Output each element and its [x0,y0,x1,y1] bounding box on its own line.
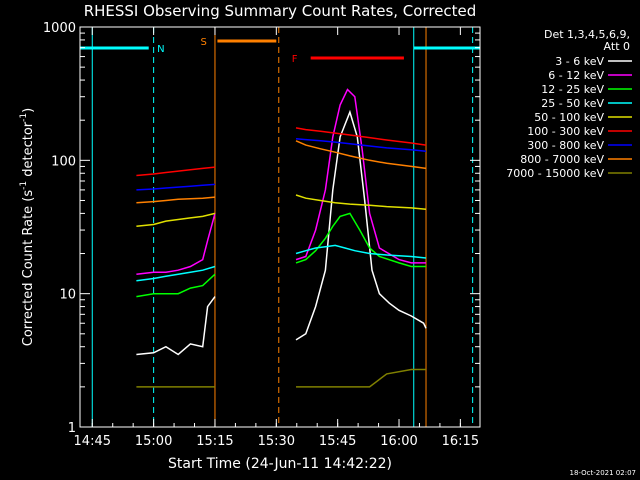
legend-label-12-25-keV: 12 - 25 keV [541,83,604,96]
y-axis-label-end: ) [21,108,36,113]
flag-label-S: S [201,37,207,48]
series-line-3-6-keV-0 [136,296,216,356]
series-line-6-12-keV-1 [295,88,426,264]
series-line-50-100-keV-0 [136,212,216,228]
series-line-12-25-keV-1 [295,212,426,268]
series-line-7000-15000-keV-1 [296,368,426,388]
series-line-25-50-keV-1 [295,244,427,259]
series-line-3-6-keV-1 [295,109,427,341]
series-line-100-300-keV-1 [295,127,427,146]
y-axis-label-exp1: -1 [19,181,29,190]
x-tick-label-5: 16:00 [380,434,417,449]
x-tick-label-0: 14:45 [74,434,111,449]
series-line-800-7000-keV-1 [295,140,427,170]
y-tick-label-1: 10 [59,288,76,303]
y-axis-label-exp2: -1 [19,113,29,122]
x-tick-label-4: 15:45 [319,434,356,449]
plot-area: N S F [80,27,480,427]
x-tick-label-6: 16:15 [442,434,479,449]
x-axis-label: Start Time (24-Jun-11 14:42:22) [168,456,392,472]
series-line-6-12-keV-0 [136,213,216,275]
series-line-12-25-keV-0 [136,273,216,298]
y-axis-label-main: Corrected Count Rate (s [21,190,36,347]
legend-label-25-50-keV: 25 - 50 keV [541,97,604,110]
series-line-300-800-keV-1 [295,138,427,152]
series-line-800-7000-keV-0 [136,196,216,204]
x-tick-label-2: 15:15 [196,434,233,449]
y-axis-label-mid: detector [21,121,36,181]
series-line-300-800-keV-0 [136,183,216,191]
series-line-25-50-keV-0 [136,265,216,282]
plot-frame [79,26,481,428]
legend-label-50-100-keV: 50 - 100 keV [534,111,604,124]
legend-label-3-6-keV: 3 - 6 keV [555,55,604,68]
series-line-50-100-keV-1 [295,194,427,210]
x-tick-label-3: 15:30 [258,434,295,449]
axis-ticks: 14:45 15:00 15:15 15:30 15:45 16:00 16:15 1 10 10… [43,21,480,449]
x-tick-label-1: 15:00 [135,434,172,449]
y-tick-label-3: 1000 [43,21,76,36]
chart-title: RHESSI Observing Summary Count Rates, Co… [84,2,477,20]
y-axis-label: Corrected Count Rate (s-1 detector-1) [19,108,36,346]
legend-label-800-7000-keV: 800 - 7000 keV [520,153,604,166]
generation-timestamp: 18-Oct-2021 02:07 [570,469,636,477]
y-tick-label-2: 100 [51,154,76,169]
legend-label-7000-15000-keV: 7000 - 15000 keV [506,167,604,180]
legend-header-detectors: Det 1,3,4,5,6,9, [544,28,630,41]
y-tick-label-0: 1 [68,421,76,436]
series-line-100-300-keV-0 [136,166,216,177]
legend-label-300-800-keV: 300 - 800 keV [527,139,604,152]
legend-label-6-12-keV: 6 - 12 keV [548,69,604,82]
flag-label-F: F [292,54,298,65]
legend-header-attenuator: Att 0 [604,40,630,53]
legend-label-100-300-keV: 100 - 300 keV [527,125,604,138]
flag-label-N: N [157,44,164,55]
